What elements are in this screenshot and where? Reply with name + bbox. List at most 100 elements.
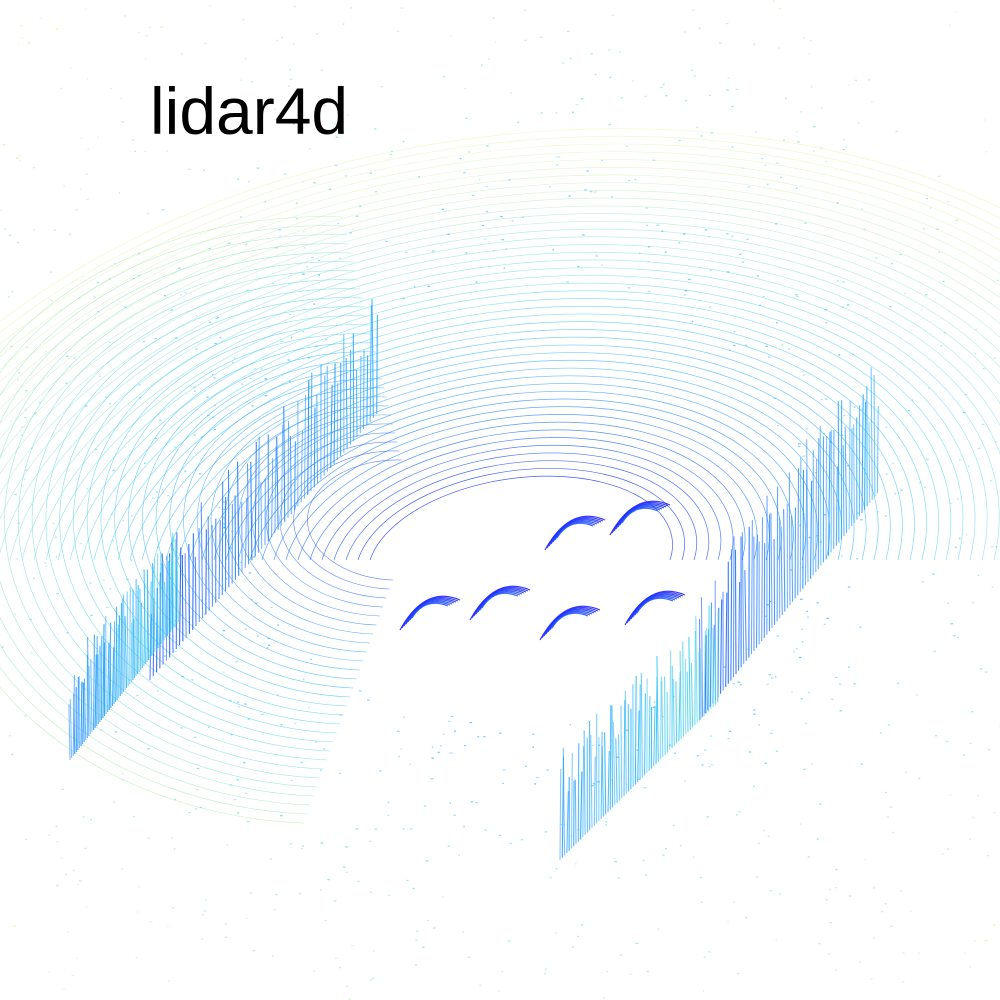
point (536, 776, 539, 779)
point (53, 229, 57, 231)
point (374, 828, 378, 830)
point (138, 724, 141, 726)
facade-stripe (83, 678, 87, 741)
facade-stripe (734, 549, 737, 675)
point (820, 146, 823, 149)
point (86, 488, 88, 490)
point (207, 726, 210, 728)
point (250, 81, 253, 83)
point (801, 641, 804, 643)
point (260, 368, 263, 370)
point (837, 280, 839, 282)
point (143, 462, 147, 464)
facade-stripe (694, 630, 696, 726)
point (239, 561, 243, 564)
point (397, 755, 400, 758)
point (221, 97, 223, 99)
point (207, 414, 210, 417)
point (577, 829, 580, 831)
point (775, 162, 779, 164)
point (276, 39, 279, 41)
point (668, 744, 671, 746)
point (464, 88, 467, 90)
point (591, 785, 594, 787)
point (344, 175, 348, 177)
point (168, 980, 170, 982)
point (523, 9, 526, 11)
point (50, 300, 54, 302)
point (105, 606, 109, 609)
point (55, 841, 59, 843)
facade-stripe (355, 369, 358, 438)
scan-ring (0, 166, 1000, 383)
point (995, 546, 998, 548)
point (56, 885, 59, 887)
scan-ring (183, 378, 383, 662)
point (871, 101, 873, 103)
point (188, 811, 191, 814)
point (323, 104, 326, 107)
point (700, 135, 703, 137)
point (200, 806, 202, 809)
point (803, 374, 805, 376)
point (856, 122, 860, 124)
point (802, 455, 806, 457)
facade-stripe (192, 533, 194, 630)
point (123, 15, 127, 17)
scan-ring (261, 406, 782, 561)
point (891, 831, 895, 834)
point (973, 940, 976, 942)
point (19, 25, 23, 27)
facade-stripe (844, 426, 848, 533)
point (775, 223, 778, 225)
point (138, 886, 141, 888)
point (915, 694, 919, 696)
point (8, 234, 12, 237)
point (245, 792, 248, 795)
point (169, 656, 172, 659)
point (387, 894, 391, 896)
point (328, 188, 332, 190)
facade-stripe (593, 756, 596, 826)
point (309, 658, 313, 661)
point (114, 731, 118, 733)
point (854, 79, 858, 81)
facade-stripe (151, 563, 154, 657)
point (555, 156, 558, 158)
facade-stripe (271, 458, 274, 538)
point (645, 207, 648, 209)
point (294, 722, 297, 725)
facade-stripe (333, 363, 336, 465)
facade-stripe (607, 750, 610, 813)
point (292, 123, 295, 125)
point (602, 997, 605, 999)
point (992, 924, 996, 926)
point (876, 457, 879, 459)
point (302, 678, 305, 680)
point (517, 121, 520, 124)
facade-stripe (601, 745, 604, 817)
scan-ring (141, 351, 376, 689)
point (320, 842, 324, 844)
point (449, 752, 453, 754)
point (729, 349, 731, 351)
point (64, 873, 68, 876)
point (771, 677, 773, 679)
point (625, 729, 629, 731)
point (324, 339, 328, 341)
point (770, 732, 773, 735)
point (962, 412, 966, 414)
point (222, 738, 224, 740)
point (14, 493, 17, 496)
point (195, 315, 198, 317)
point (841, 434, 844, 437)
point (582, 234, 585, 236)
point (65, 355, 69, 357)
point (86, 78, 88, 80)
point (122, 779, 124, 781)
point (608, 49, 611, 51)
scan-ring (141, 329, 903, 561)
point (737, 681, 741, 683)
point (503, 267, 506, 269)
facade-stripe (672, 678, 675, 746)
